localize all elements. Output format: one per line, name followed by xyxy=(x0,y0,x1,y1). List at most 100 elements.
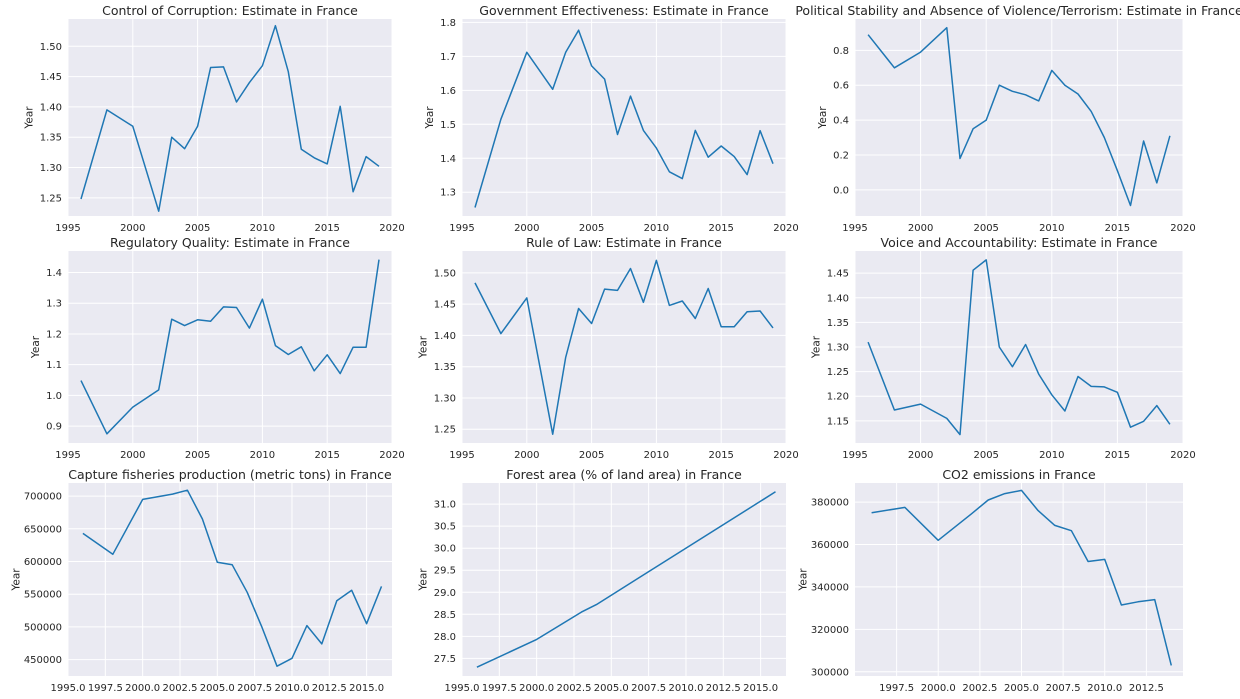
x-tick-label: 2005 xyxy=(973,223,998,234)
y-tick-label: 30.0 xyxy=(434,544,456,555)
x-tick-label: 2005 xyxy=(579,223,604,234)
chart-title: Political Stability and Absence of Viole… xyxy=(795,3,1240,18)
x-tick-label: 1995 xyxy=(449,223,474,234)
y-tick-label: 0.2 xyxy=(833,150,849,161)
y-tick-label: 700000 xyxy=(24,492,62,503)
y-axis-label: Year xyxy=(417,335,429,359)
x-tick-label: 1995 xyxy=(842,223,867,234)
y-tick-label: 0.9 xyxy=(46,422,62,433)
y-tick-label: 450000 xyxy=(24,655,62,666)
subplot-6: 1995 2000 2005 2010 2015 2020 1.15 1.20 1.25 1.30… xyxy=(810,235,1195,461)
y-tick-label: 28.0 xyxy=(434,632,456,643)
y-tick-label: 550000 xyxy=(24,590,62,601)
series-line xyxy=(867,26,1171,207)
chart-title: Regulatory Quality: Estimate in France xyxy=(110,235,350,250)
y-tick-label: 1.40 xyxy=(827,293,849,304)
y-axis-label: Year xyxy=(810,335,822,359)
y-tick-label: 1.40 xyxy=(40,102,62,113)
x-tick-label: 2012.5 xyxy=(706,683,741,694)
y-tick-label: 0.8 xyxy=(833,46,849,57)
x-tick-label: 2012.5 xyxy=(312,683,347,694)
x-tick-label: 2000 xyxy=(120,450,145,461)
series-line xyxy=(871,489,1173,666)
x-tick-label: 2000 xyxy=(514,450,539,461)
y-tick-label: 1.50 xyxy=(40,42,62,53)
y-tick-label: 30.5 xyxy=(434,522,456,533)
y-tick-label: 1.45 xyxy=(827,269,849,280)
y-tick-label: 1.15 xyxy=(827,416,849,427)
x-tick-label: 2010 xyxy=(250,223,275,234)
y-tick-label: 0.4 xyxy=(833,116,849,127)
x-tick-label: 2020 xyxy=(379,223,404,234)
chart-title: Forest area (% of land area) in France xyxy=(506,467,742,482)
x-tick-label: 2000 xyxy=(514,223,539,234)
y-tick-label: 1.7 xyxy=(440,52,456,63)
x-tick-label: 2005 xyxy=(579,450,604,461)
y-tick-label: 1.25 xyxy=(40,193,62,204)
x-tick-label: 2010 xyxy=(1039,450,1064,461)
y-tick-label: 340000 xyxy=(811,582,849,593)
x-tick-label: 2002.5 xyxy=(162,683,197,694)
y-tick-label: 1.5 xyxy=(440,120,456,131)
x-tick-label: 2005.0 xyxy=(200,683,235,694)
subplot-4: 1995 2000 2005 2010 2015 2020 0.9 1.0 1.1 1.2 1.3 1… xyxy=(30,235,405,461)
x-tick-label: 2020 xyxy=(1170,450,1195,461)
series-line xyxy=(474,259,774,435)
x-tick-label: 2005.0 xyxy=(594,683,629,694)
y-axis-label: Year xyxy=(11,568,23,592)
y-tick-label: 1.8 xyxy=(440,18,456,29)
y-tick-label: 1.4 xyxy=(440,154,456,165)
y-tick-label: 1.40 xyxy=(434,331,456,342)
series-line xyxy=(82,489,383,667)
x-tick-label: 2015.0 xyxy=(743,683,778,694)
chart-title: Voice and Accountability: Estimate in Fr… xyxy=(881,235,1158,250)
x-tick-label: 2007.5 xyxy=(631,683,666,694)
x-tick-label: 1997.5 xyxy=(482,683,517,694)
y-tick-label: 1.6 xyxy=(440,86,456,97)
plot-background xyxy=(68,251,392,443)
x-tick-label: 2020 xyxy=(773,223,798,234)
subplot-8: 1995.0 1997.5 2000.0 2002.5 2005.0 2007.5 2010… xyxy=(417,467,786,694)
x-tick-label: 1995.0 xyxy=(445,683,480,694)
chart-title: Control of Corruption: Estimate in Franc… xyxy=(102,3,358,18)
x-tick-label: 2000.0 xyxy=(921,683,956,694)
x-tick-label: 2010 xyxy=(1039,223,1064,234)
series-line xyxy=(476,491,776,668)
y-tick-label: 1.30 xyxy=(827,343,849,354)
x-tick-label: 2015 xyxy=(708,450,733,461)
x-tick-label: 2015 xyxy=(314,450,339,461)
x-tick-label: 2000 xyxy=(908,223,933,234)
y-tick-label: 1.50 xyxy=(434,268,456,279)
x-tick-label: 2005 xyxy=(973,450,998,461)
x-tick-label: 2007.5 xyxy=(237,683,272,694)
x-tick-label: 2007.5 xyxy=(1046,683,1081,694)
y-tick-label: 1.20 xyxy=(827,392,849,403)
y-tick-label: 1.35 xyxy=(40,133,62,144)
x-tick-label: 1997.5 xyxy=(879,683,914,694)
x-tick-label: 1995.0 xyxy=(51,683,86,694)
x-tick-label: 2000 xyxy=(120,223,145,234)
x-tick-label: 2005 xyxy=(185,450,210,461)
series-line xyxy=(80,24,380,212)
plot-background xyxy=(462,251,786,443)
chart-title: Rule of Law: Estimate in France xyxy=(526,235,722,250)
y-tick-label: 320000 xyxy=(811,625,849,636)
y-tick-label: 600000 xyxy=(24,557,62,568)
x-tick-label: 2020 xyxy=(1170,223,1195,234)
plot-background xyxy=(855,483,1183,676)
y-tick-label: 1.3 xyxy=(440,188,456,199)
plot-background xyxy=(462,483,786,676)
x-tick-label: 2002.5 xyxy=(556,683,591,694)
y-axis-label: Year xyxy=(23,106,35,130)
x-tick-label: 2005.0 xyxy=(1004,683,1039,694)
x-tick-label: 2010 xyxy=(644,450,669,461)
x-tick-label: 2010.0 xyxy=(274,683,309,694)
subplot-5: 1995 2000 2005 2010 2015 2020 1.25 1.30 1.35 1.40… xyxy=(417,235,798,461)
x-tick-label: 2012.5 xyxy=(1129,683,1164,694)
x-tick-label: 1995 xyxy=(842,450,867,461)
chart-title: CO2 emissions in France xyxy=(942,467,1096,482)
y-tick-label: 1.35 xyxy=(434,362,456,373)
subplot-2: 1995 2000 2005 2010 2015 2020 1.3 1.4 1.5 1.6 1.7 1… xyxy=(424,3,799,234)
x-tick-label: 1995 xyxy=(55,223,80,234)
